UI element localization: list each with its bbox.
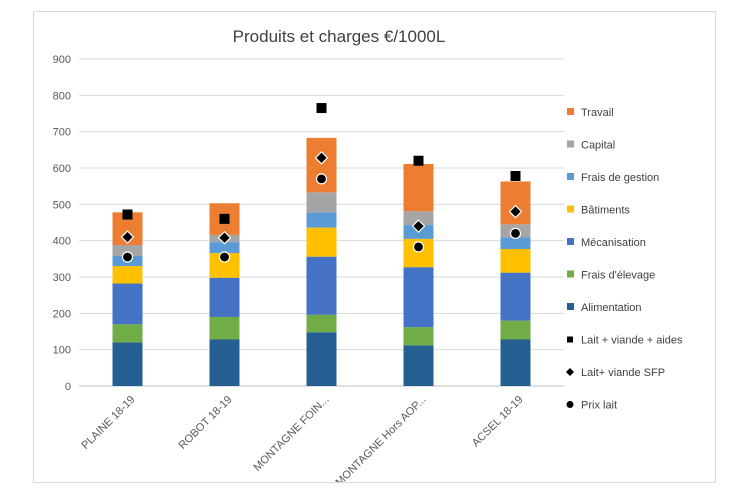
marker-diamond bbox=[120, 230, 135, 244]
legend-label: Prix lait bbox=[581, 400, 617, 412]
y-axis-ticks: 0 100 200 300 400 500 600 700 800 900 bbox=[53, 54, 71, 393]
bar-segment bbox=[403, 327, 434, 346]
legend-swatch bbox=[567, 238, 574, 245]
y-tick-label: 400 bbox=[53, 236, 71, 248]
legend: Travail Capital Frais de gestion Bâtiments M… bbox=[566, 107, 683, 412]
bar-segment bbox=[112, 342, 143, 386]
marker-circle bbox=[412, 241, 425, 253]
bar-segment bbox=[112, 266, 143, 284]
y-tick-label: 0 bbox=[65, 381, 71, 393]
legend-label: Frais de gestion bbox=[581, 172, 659, 184]
y-tick-label: 800 bbox=[53, 90, 71, 102]
marker-square bbox=[413, 155, 424, 166]
legend-swatch bbox=[566, 368, 574, 376]
legend-swatch bbox=[567, 303, 574, 310]
bar-segment bbox=[209, 339, 240, 386]
bar-segment bbox=[500, 339, 531, 386]
legend-swatch bbox=[566, 401, 574, 408]
legend-swatch bbox=[567, 205, 574, 213]
bar-segment bbox=[306, 212, 337, 228]
legend-label: Lait + viande + aides bbox=[581, 335, 683, 347]
y-tick-label: 500 bbox=[53, 199, 71, 211]
bar-segment bbox=[500, 237, 531, 250]
marker-square bbox=[219, 213, 230, 224]
legend-label: Mécanisation bbox=[581, 237, 646, 249]
bars bbox=[112, 137, 531, 386]
bar-segment bbox=[403, 164, 434, 212]
x-tick-label: MONTAGNE Hors AOP... bbox=[334, 394, 429, 482]
marker-square bbox=[316, 103, 327, 114]
markers bbox=[120, 103, 523, 263]
chart-canvas: Produits et charges €/1000L 0 100 200 300 40… bbox=[53, 27, 683, 482]
legend-swatch bbox=[567, 108, 574, 115]
chart-title: Produits et charges €/1000L bbox=[233, 27, 446, 46]
bar-segment bbox=[306, 256, 337, 315]
legend-swatch bbox=[567, 270, 574, 278]
marker-diamond bbox=[508, 204, 523, 219]
marker-square bbox=[510, 170, 521, 181]
bar-segment bbox=[209, 242, 240, 254]
bar-segment bbox=[403, 211, 434, 226]
legend-label: Capital bbox=[581, 140, 615, 152]
legend-swatch bbox=[567, 336, 573, 343]
marker-diamond bbox=[411, 219, 426, 233]
marker-circle bbox=[509, 227, 522, 239]
bar-segment bbox=[209, 277, 240, 317]
legend-swatch bbox=[567, 140, 574, 148]
y-tick-label: 300 bbox=[53, 272, 71, 284]
y-tick-label: 200 bbox=[53, 308, 71, 320]
legend-label: Lait+ viande SFP bbox=[581, 367, 665, 379]
legend-label: Alimentation bbox=[581, 302, 642, 314]
bar-segment bbox=[306, 192, 337, 213]
marker-diamond bbox=[314, 150, 329, 165]
legend-label: Travail bbox=[581, 107, 614, 119]
bar-segment bbox=[403, 267, 434, 328]
bar-segment bbox=[306, 332, 337, 386]
x-tick-label: ROBOT 18-19 bbox=[177, 394, 235, 452]
bar-segment bbox=[500, 272, 531, 321]
bar-segment bbox=[306, 227, 337, 257]
bar-segment bbox=[112, 245, 143, 256]
chart-frame: Produits et charges €/1000L 0 100 200 300 40… bbox=[33, 11, 716, 483]
marker-diamond bbox=[217, 230, 232, 245]
legend-swatch bbox=[567, 173, 574, 180]
x-tick-label: MONTAGNE FOIN... bbox=[252, 394, 332, 474]
bar-segment bbox=[500, 320, 531, 340]
marker-circle bbox=[218, 251, 231, 263]
marker-circle bbox=[121, 251, 134, 263]
y-tick-label: 900 bbox=[53, 54, 71, 66]
bar-segment bbox=[403, 345, 434, 386]
bar-segment bbox=[306, 314, 337, 333]
y-tick-label: 600 bbox=[53, 163, 71, 175]
legend-label: Frais d'élevage bbox=[581, 270, 655, 282]
x-axis-ticks: PLAINE 18-19 ROBOT 18-19 MONTAGNE FOIN... M… bbox=[79, 394, 525, 482]
marker-square bbox=[122, 209, 133, 220]
x-tick-label: PLAINE 18-19 bbox=[79, 394, 137, 452]
bar-segment bbox=[500, 249, 531, 273]
y-tick-label: 700 bbox=[53, 127, 71, 139]
y-tick-label: 100 bbox=[53, 345, 71, 357]
bar-segment bbox=[112, 283, 143, 325]
bar-segment bbox=[112, 324, 143, 343]
legend-label: Bâtiments bbox=[581, 205, 630, 217]
marker-circle bbox=[315, 173, 328, 185]
x-tick-label: ACSEL 18-19 bbox=[470, 394, 526, 450]
bar-segment bbox=[209, 316, 240, 340]
